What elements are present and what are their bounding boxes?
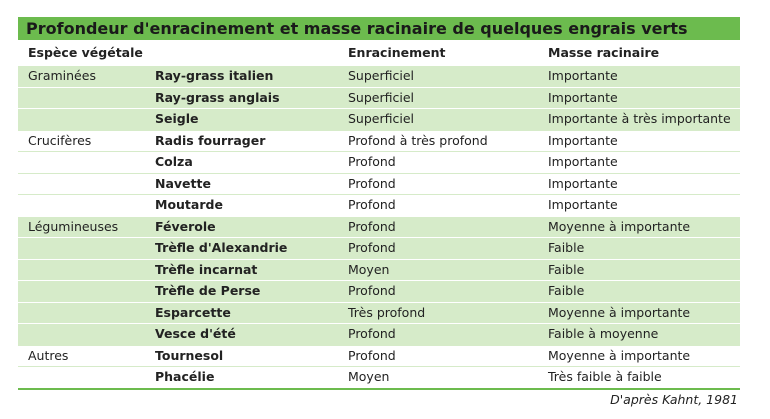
header-cell: Enracinement [348, 45, 446, 60]
table-cell: Faible [548, 240, 585, 255]
table-cell: Moyen [348, 369, 390, 384]
table-cell: Ray-grass italien [155, 68, 274, 83]
table-cell: Trèfle incarnat [155, 261, 258, 277]
table-cell: Très faible à faible [548, 369, 662, 384]
table-cell: Profond [348, 240, 396, 255]
table-cell: Phacélie [155, 369, 215, 384]
table-cell: Trèfle d'Alexandrie [155, 240, 288, 255]
table-cell: Faible [548, 261, 585, 277]
table-cell: Profond [348, 175, 396, 191]
header-cell: Espèce végétale [28, 45, 143, 60]
table-row [18, 194, 740, 216]
table-row [18, 65, 740, 87]
table-row [18, 258, 740, 280]
table-cell: Très profond [348, 304, 426, 320]
table-row [18, 301, 740, 323]
table-cell: Colza [155, 154, 193, 169]
table-cell: Profond [348, 283, 396, 298]
table-cell: Profond [348, 218, 396, 234]
table-cell: Importante [548, 197, 618, 212]
table-cell: Superficiel [348, 68, 415, 83]
table-cell: Tournesol [155, 347, 224, 363]
source: D'après Kahnt, 1981 [610, 392, 738, 407]
table-cell: Profond [348, 326, 396, 341]
table-cell: Profond à très profond [348, 132, 488, 148]
table-row [18, 108, 740, 130]
table-cell: Esparcette [155, 304, 231, 320]
table-cell: Seigle [155, 111, 199, 126]
table-cell: Profond [348, 154, 396, 169]
table-cell: Radis fourrager [155, 132, 266, 148]
table-cell: Importante [548, 175, 618, 191]
group-name: Graminées [28, 68, 96, 83]
bottom-rule [18, 387, 740, 390]
group-name: Légumineuses [28, 218, 119, 234]
table-cell: Moutarde [155, 197, 223, 212]
table-cell: Navette [155, 175, 211, 191]
group-name: Crucifères [28, 132, 92, 148]
table-row [18, 129, 740, 151]
table-row [18, 366, 740, 388]
table-cell: Profond [348, 197, 396, 212]
table-cell: Faible à moyenne [548, 326, 659, 341]
table-cell: Superficiel [348, 89, 415, 105]
table-cell: Vesce d'été [155, 326, 236, 341]
table-row [18, 86, 740, 108]
table-row [18, 344, 740, 366]
table-cell: Importante [548, 132, 618, 148]
table-row [18, 280, 740, 302]
table-cell: Importante [548, 154, 618, 169]
table-cell: Faible [548, 283, 585, 298]
table-cell: Importante [548, 89, 618, 105]
table-title: Profondeur d'enracinement et masse racin… [18, 17, 740, 40]
table-cell: Moyen [348, 261, 390, 277]
table-row [18, 237, 740, 259]
table-cell: Féverole [155, 218, 216, 234]
table-row [18, 172, 740, 194]
table-row [18, 215, 740, 237]
table-cell: Superficiel [348, 111, 415, 126]
table-cell: Moyenne à importante [548, 347, 691, 363]
table-cell: Importante à très importante [548, 111, 731, 126]
table-cell: Importante [548, 68, 618, 83]
table-cell: Moyenne à importante [548, 304, 691, 320]
group-name: Autres [28, 347, 69, 363]
header-cell: Masse racinaire [548, 45, 660, 60]
table-cell: Ray-grass anglais [155, 89, 280, 105]
table-cell: Trèfle de Perse [155, 283, 261, 298]
table-row [18, 151, 740, 173]
table-cell: Moyenne à importante [548, 218, 691, 234]
table-row [18, 323, 740, 345]
table-cell: Profond [348, 347, 396, 363]
